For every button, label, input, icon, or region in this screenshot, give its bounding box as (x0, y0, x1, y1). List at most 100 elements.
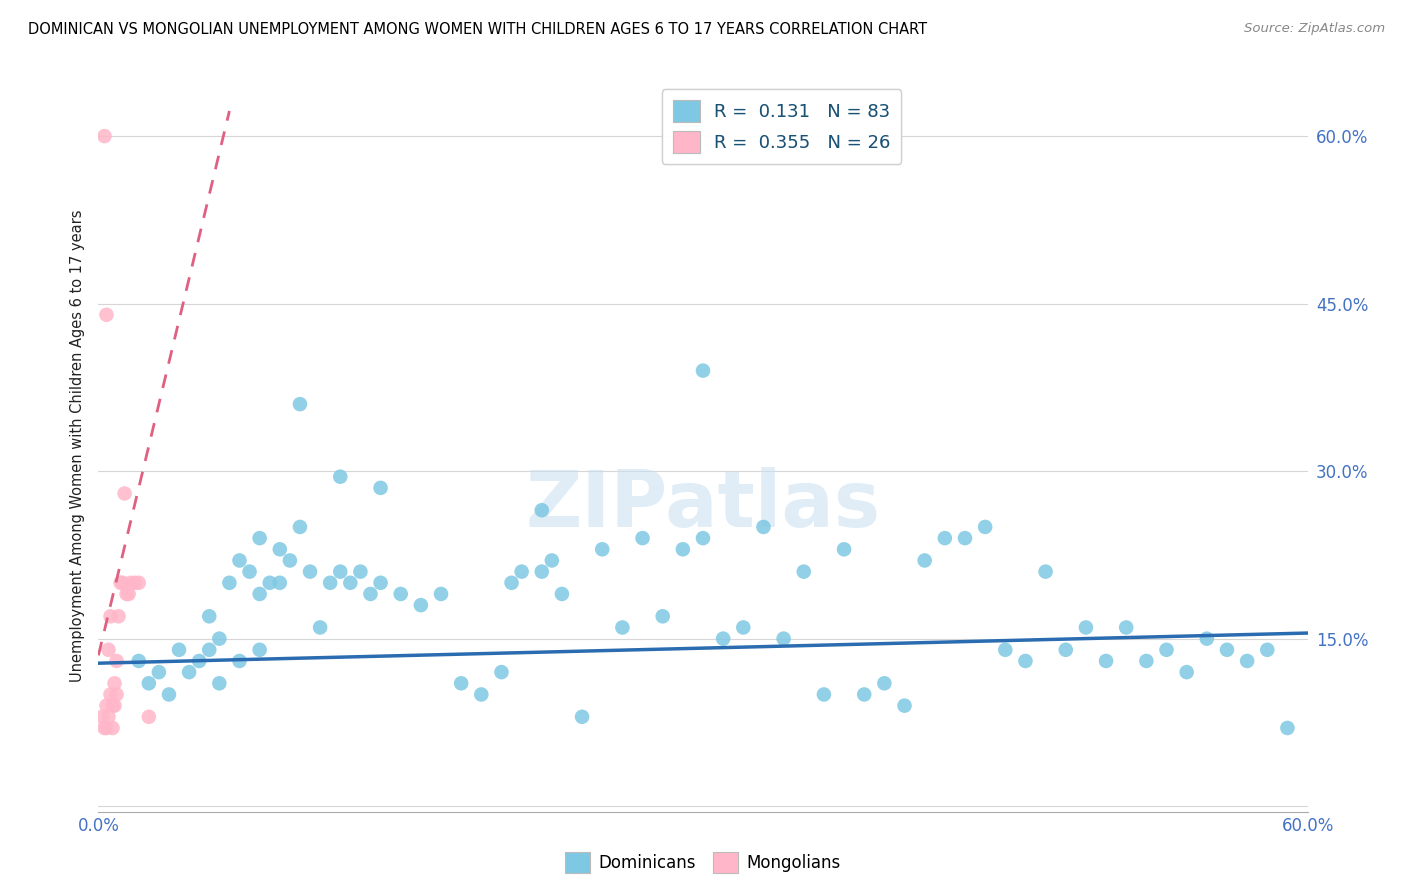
Point (430, 587, 453, 601)
Point (329, 565, 352, 579)
Point (228, 654, 250, 668)
Point (501, 575, 523, 590)
Point (672, 542, 695, 557)
Point (115, 587, 138, 601)
Point (974, 520, 997, 534)
Point (349, 565, 371, 579)
Text: DOMINICAN VS MONGOLIAN UNEMPLOYMENT AMONG WOMEN WITH CHILDREN AGES 6 TO 17 YEARS: DOMINICAN VS MONGOLIAN UNEMPLOYMENT AMON… (28, 22, 927, 37)
Point (934, 531, 956, 545)
Point (832, 542, 855, 557)
Point (288, 520, 311, 534)
Point (299, 565, 322, 579)
Point (96, 721, 118, 735)
Point (540, 553, 562, 567)
Point (103, 698, 125, 713)
Point (167, 642, 190, 657)
Point (994, 642, 1017, 657)
Point (651, 609, 673, 624)
Point (1074, 620, 1097, 634)
Point (188, 654, 211, 668)
Point (103, 676, 125, 690)
Point (96, 308, 118, 322)
Point (101, 721, 124, 735)
Point (530, 503, 553, 517)
Point (1216, 642, 1239, 657)
Point (278, 553, 301, 567)
Point (179, 665, 201, 680)
Point (93, 721, 115, 735)
Point (218, 575, 240, 590)
Point (138, 710, 160, 724)
Point (612, 620, 634, 634)
Point (249, 587, 271, 601)
Point (370, 481, 392, 495)
Point (249, 642, 271, 657)
Point (128, 654, 150, 668)
Point (1035, 565, 1057, 579)
Point (631, 531, 654, 545)
Point (893, 698, 915, 713)
Point (1277, 721, 1299, 735)
Point (571, 710, 593, 724)
Point (269, 542, 291, 557)
Point (470, 688, 492, 702)
Point (101, 698, 124, 713)
Point (107, 609, 129, 624)
Point (105, 654, 128, 668)
Point (793, 565, 815, 579)
Point (259, 575, 281, 590)
Point (239, 565, 262, 579)
Point (128, 575, 150, 590)
Point (91, 710, 114, 724)
Point (249, 531, 271, 545)
Point (208, 632, 231, 646)
Point (1156, 642, 1178, 657)
Y-axis label: Unemployment Among Women with Children Ages 6 to 17 years: Unemployment Among Women with Children A… (69, 210, 84, 682)
Point (93, 129, 115, 144)
Point (198, 642, 221, 657)
Point (530, 565, 553, 579)
Point (339, 575, 361, 590)
Legend: R =  0.131   N = 83, R =  0.355   N = 26: R = 0.131 N = 83, R = 0.355 N = 26 (662, 89, 901, 164)
Point (198, 609, 221, 624)
Point (269, 575, 291, 590)
Point (208, 676, 231, 690)
Point (953, 531, 976, 545)
Point (772, 632, 794, 646)
Point (118, 587, 141, 601)
Point (389, 587, 412, 601)
Point (853, 688, 876, 702)
Point (1195, 632, 1218, 646)
Point (228, 553, 250, 567)
Point (409, 598, 432, 612)
Point (120, 575, 142, 590)
Point (752, 520, 775, 534)
Point (138, 676, 160, 690)
Point (692, 363, 714, 377)
Point (491, 665, 513, 680)
Point (1236, 654, 1258, 668)
Point (288, 397, 311, 411)
Point (319, 575, 342, 590)
Point (1175, 665, 1198, 680)
Point (450, 676, 472, 690)
Point (309, 620, 332, 634)
Text: ZIPatlas: ZIPatlas (526, 467, 880, 542)
Point (157, 688, 180, 702)
Text: Source: ZipAtlas.com: Source: ZipAtlas.com (1244, 22, 1385, 36)
Point (914, 553, 936, 567)
Point (1135, 654, 1157, 668)
Point (124, 575, 146, 590)
Point (813, 688, 835, 702)
Point (591, 542, 613, 557)
Point (100, 609, 122, 624)
Point (97, 710, 120, 724)
Point (100, 688, 122, 702)
Point (148, 665, 170, 680)
Point (360, 587, 382, 601)
Point (96, 698, 118, 713)
Point (105, 688, 128, 702)
Point (733, 620, 755, 634)
Point (1014, 654, 1036, 668)
Point (329, 469, 352, 483)
